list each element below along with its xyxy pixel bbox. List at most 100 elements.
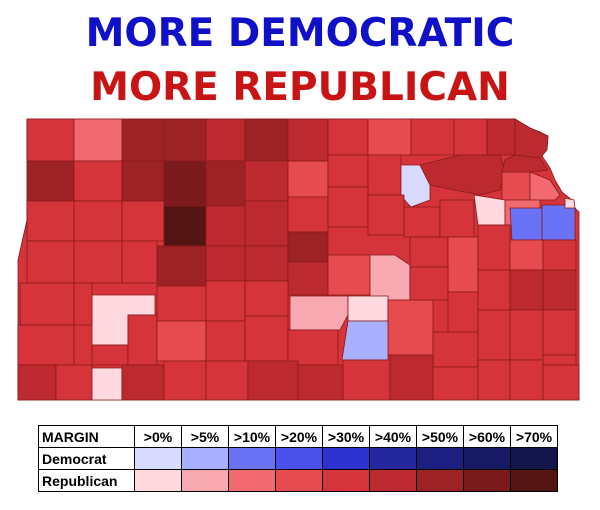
county-92 xyxy=(247,360,299,401)
legend-democrat-swatch-1 xyxy=(181,447,229,470)
county-35 xyxy=(327,186,369,228)
county-11 xyxy=(453,118,488,156)
county-1 xyxy=(26,118,75,162)
county-10 xyxy=(410,118,455,156)
county-91 xyxy=(205,360,249,401)
legend-bin-6: >50% xyxy=(416,425,464,448)
county-75 xyxy=(127,314,158,366)
county-90 xyxy=(163,360,207,401)
county-37 xyxy=(403,206,441,238)
county-17 xyxy=(163,160,207,207)
county-27 xyxy=(501,154,549,173)
county-54 xyxy=(409,236,449,268)
legend-bin-8: >70% xyxy=(510,425,558,448)
county-22 xyxy=(367,154,402,196)
legend-democrat-swatch-2 xyxy=(228,447,276,470)
county-68 xyxy=(409,266,449,301)
legend-democrat-swatch-8 xyxy=(510,447,558,470)
county-56 xyxy=(477,224,511,271)
county-14 xyxy=(26,160,75,202)
county-49 xyxy=(244,245,289,282)
county-58 xyxy=(542,239,577,271)
county-88 xyxy=(91,367,123,401)
county-74 xyxy=(91,344,129,366)
county-71 xyxy=(509,269,544,311)
county-81 xyxy=(432,331,479,368)
county-82 xyxy=(477,309,511,361)
county-63 xyxy=(205,280,246,322)
county-28 xyxy=(26,200,75,242)
county-43 xyxy=(564,197,576,209)
county-15 xyxy=(73,160,123,202)
county-46 xyxy=(121,240,158,284)
county-59 xyxy=(19,282,75,326)
legend-democrat-swatch-5 xyxy=(369,447,417,470)
legend-republican-swatch-5 xyxy=(369,469,417,492)
county-97 xyxy=(477,359,511,401)
legend-bin-4: >30% xyxy=(322,425,370,448)
county-18 xyxy=(205,160,246,207)
legend-republican-swatch-6 xyxy=(416,469,464,492)
county-55 xyxy=(447,236,479,293)
margin-legend: MARGIN >0% >5% >10% >20% >30% >40% >50% … xyxy=(38,425,558,492)
county-50 xyxy=(287,231,329,263)
legend-democrat-swatch-4 xyxy=(322,447,370,470)
county-53 xyxy=(369,254,411,301)
county-6 xyxy=(244,118,289,162)
county-67 xyxy=(387,299,434,356)
county-44 xyxy=(26,240,75,284)
title-more-democratic: MORE DEMOCRATIC xyxy=(85,11,515,56)
legend-republican-label: Republican xyxy=(38,469,135,492)
legend-republican-row: Republican xyxy=(38,469,558,492)
county-42 xyxy=(541,204,576,241)
county-26 xyxy=(529,171,561,201)
county-21 xyxy=(327,154,369,188)
county-98 xyxy=(509,359,544,401)
county-78 xyxy=(244,315,289,362)
county-33 xyxy=(244,200,289,247)
county-95 xyxy=(389,354,434,401)
county-64 xyxy=(244,280,289,317)
title-more-republican: MORE REPUBLICAN xyxy=(90,65,510,110)
county-89 xyxy=(121,364,165,401)
county-7 xyxy=(287,118,329,162)
county-20 xyxy=(287,160,329,198)
legend-bin-3: >20% xyxy=(275,425,323,448)
county-62 xyxy=(156,285,207,322)
county-79 xyxy=(287,329,339,366)
county-9 xyxy=(367,118,412,156)
county-3 xyxy=(121,118,165,162)
county-38 xyxy=(439,199,475,238)
county-31 xyxy=(163,205,207,247)
county-69 xyxy=(447,291,479,333)
county-87 xyxy=(55,364,93,401)
county-8 xyxy=(327,118,369,156)
legend-republican-swatch-3 xyxy=(275,469,323,492)
county-73 xyxy=(17,324,75,366)
county-70 xyxy=(477,269,511,311)
county-16 xyxy=(121,160,165,202)
legend-democrat-swatch-7 xyxy=(463,447,511,470)
county-4 xyxy=(163,118,207,162)
legend-bin-5: >40% xyxy=(369,425,417,448)
county-19 xyxy=(244,160,289,202)
county-85 xyxy=(542,354,577,366)
county-52 xyxy=(327,254,371,296)
county-29 xyxy=(73,200,123,242)
county-76 xyxy=(156,320,207,362)
legend-democrat-row: Democrat xyxy=(38,447,558,470)
legend-democrat-swatch-3 xyxy=(275,447,323,470)
legend-header-row: MARGIN >0% >5% >10% >20% >30% >40% >50% … xyxy=(38,425,558,448)
legend-democrat-swatch-0 xyxy=(134,447,182,470)
legend-republican-swatch-7 xyxy=(463,469,511,492)
county-77 xyxy=(205,320,246,362)
county-layer xyxy=(17,118,580,401)
county-39 xyxy=(473,194,506,226)
county-34 xyxy=(287,196,329,233)
county-13 xyxy=(514,118,549,161)
county-32 xyxy=(205,205,246,247)
legend-republican-swatch-1 xyxy=(181,469,229,492)
county-36 xyxy=(367,194,405,236)
county-47 xyxy=(156,245,207,287)
legend-bin-0: >0% xyxy=(134,425,182,448)
